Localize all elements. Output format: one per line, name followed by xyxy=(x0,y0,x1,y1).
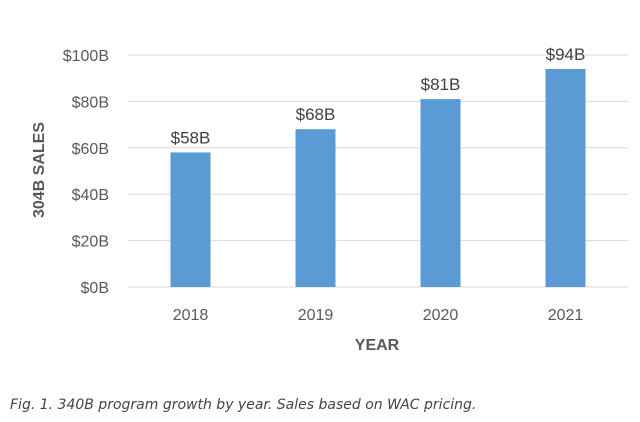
x-axis-title: YEAR xyxy=(355,337,400,354)
y-tick-label: $100B xyxy=(63,48,109,65)
bars xyxy=(170,68,586,287)
y-axis-ticks: $0B $20B $40B $60B $80B $100B xyxy=(63,48,109,297)
data-label-2018: $58B xyxy=(171,128,211,147)
x-tick-label-2019: 2019 xyxy=(298,307,334,324)
data-label-2021: $94B xyxy=(546,45,586,64)
data-label-2019: $68B xyxy=(296,105,336,124)
figure-caption: Fig. 1. 340B program growth by year. Sal… xyxy=(10,397,477,413)
bar-chart: $0B $20B $40B $60B $80B $100B $58B $68B $81B $94… xyxy=(31,45,628,354)
y-tick-label: $80B xyxy=(72,94,109,111)
x-axis-ticks: 2018 2019 2020 2021 xyxy=(173,307,584,324)
x-tick-label-2021: 2021 xyxy=(548,307,584,324)
bar-2020 xyxy=(420,99,461,287)
x-tick-label-2018: 2018 xyxy=(173,307,209,324)
y-tick-label: $0B xyxy=(81,280,109,297)
x-tick-label-2020: 2020 xyxy=(423,307,459,324)
bar-2019 xyxy=(295,129,336,287)
gridlines xyxy=(128,54,628,288)
bar-2021 xyxy=(545,68,586,287)
y-tick-label: $20B xyxy=(72,234,109,251)
data-labels: $58B $68B $81B $94B xyxy=(171,45,586,148)
data-label-2020: $81B xyxy=(421,75,461,94)
y-tick-label: $60B xyxy=(72,141,109,158)
y-axis-title: 304B SALES xyxy=(31,122,48,218)
bar-2018 xyxy=(170,152,211,287)
y-tick-label: $40B xyxy=(72,187,109,204)
